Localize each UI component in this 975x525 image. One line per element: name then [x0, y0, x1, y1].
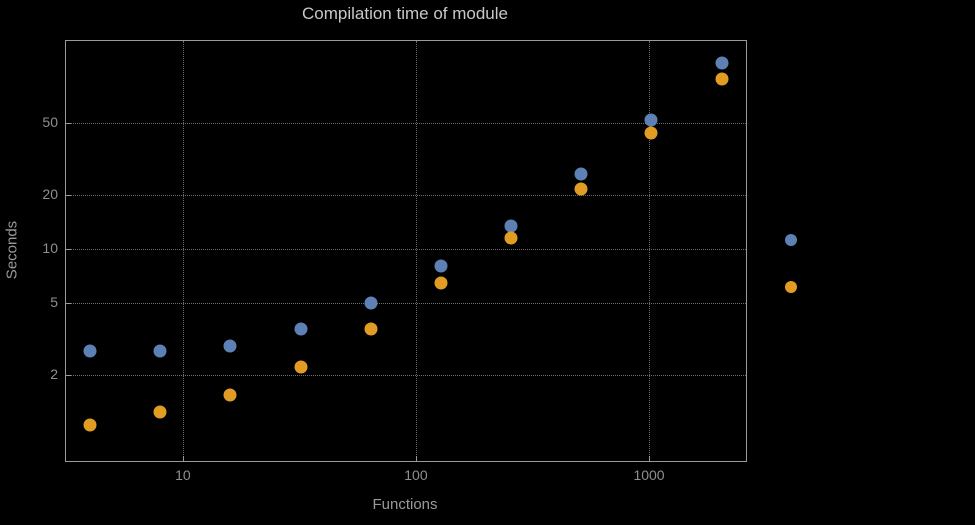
gridline-y-20: [66, 194, 746, 196]
y-tick-mark: [66, 374, 71, 376]
point-series-blue: [574, 167, 588, 181]
point-series-blue: [83, 344, 97, 358]
legend: [785, 234, 797, 293]
gridline-y-50: [66, 123, 746, 125]
point-series-blue: [153, 344, 167, 358]
legend-marker-series-orange: [785, 281, 797, 293]
point-series-blue: [294, 322, 308, 336]
x-tick-label: 100: [404, 467, 428, 483]
y-tick-label: 5: [50, 294, 58, 311]
x-tick-mark: [182, 456, 184, 461]
point-series-blue: [434, 259, 448, 273]
point-series-orange: [153, 405, 167, 419]
x-tick-label: 10: [175, 467, 191, 483]
y-tick-label: 2: [50, 365, 58, 382]
point-series-blue: [364, 296, 378, 310]
point-series-orange: [644, 126, 658, 140]
point-series-orange: [364, 322, 378, 336]
point-series-orange: [574, 182, 588, 196]
gridline-y-5: [66, 303, 746, 305]
point-series-blue: [715, 56, 729, 70]
point-series-orange: [715, 72, 729, 86]
y-axis-label: Seconds: [3, 220, 21, 280]
plot-area: 10 100 1000 2 5 10 20 50: [42, 40, 747, 483]
y-tick-label: 20: [42, 185, 58, 202]
y-tick-label: 50: [42, 114, 58, 131]
y-tick-mark: [66, 123, 71, 125]
point-series-blue: [223, 339, 237, 353]
legend-marker-series-blue: [785, 234, 797, 246]
point-series-orange: [504, 231, 518, 245]
point-series-blue: [504, 219, 518, 232]
point-series-blue: [644, 113, 658, 127]
x-tick-mark: [415, 456, 417, 461]
chart-title: Compilation time of module: [302, 4, 508, 23]
point-series-orange: [434, 276, 448, 290]
point-series-orange: [223, 388, 237, 402]
x-tick-mark: [649, 456, 651, 461]
x-axis-label: Functions: [372, 496, 438, 513]
gridline-y-2: [66, 374, 746, 376]
gridline-x-100: [415, 41, 417, 461]
gridline-y-10: [66, 248, 746, 250]
gridline-x-1000: [649, 41, 651, 461]
y-tick-mark: [66, 194, 71, 196]
x-tick-label: 1000: [633, 467, 665, 483]
point-series-orange: [294, 360, 308, 374]
y-tick-label: 10: [42, 240, 58, 257]
gridline-x-10: [182, 41, 184, 461]
y-tick-mark: [66, 303, 71, 305]
y-tick-mark: [66, 248, 71, 250]
point-series-orange: [83, 418, 97, 432]
